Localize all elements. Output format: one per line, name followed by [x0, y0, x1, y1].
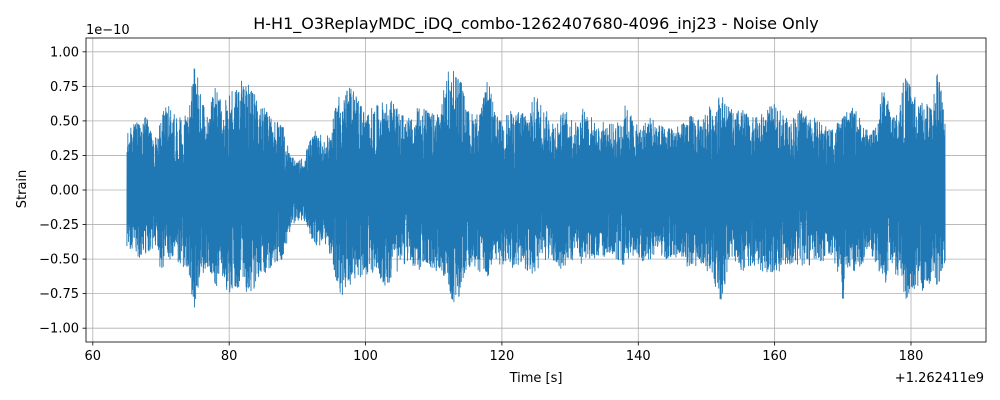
y-tick-label: −0.75 [39, 287, 79, 302]
y-tick-label: −1.00 [39, 322, 79, 337]
strain-series-line [126, 68, 946, 308]
chart-title: H-H1_O3ReplayMDC_iDQ_combo-1262407680-40… [253, 14, 819, 34]
y-tick-label: 0.50 [50, 114, 79, 129]
y-axis-label: Strain [15, 170, 30, 209]
y-tick-label: −0.50 [39, 253, 79, 268]
x-tick-label: 60 [85, 349, 102, 364]
plot-area [126, 68, 946, 308]
x-axis-label: Time [s] [509, 371, 563, 386]
y-tick-label: 0.25 [50, 149, 79, 164]
x-tick-label: 80 [221, 349, 238, 364]
y-scale-label: 1e−10 [86, 23, 130, 38]
x-tick-label: 120 [489, 349, 514, 364]
x-tick-label: 100 [353, 349, 378, 364]
x-offset-label: +1.262411e9 [895, 371, 984, 386]
x-tick-label: 180 [899, 349, 924, 364]
x-tick-label: 160 [762, 349, 787, 364]
y-tick-label: 1.00 [50, 45, 79, 60]
y-tick-label: −0.25 [39, 218, 79, 233]
axis-ticks: 60 80 100 120 140 160 180 −1.00 −0.75 −0.50 −0.25 0… [39, 45, 923, 364]
y-tick-label: 0.75 [50, 80, 79, 95]
x-tick-label: 140 [626, 349, 651, 364]
y-tick-label: 0.00 [50, 184, 79, 199]
